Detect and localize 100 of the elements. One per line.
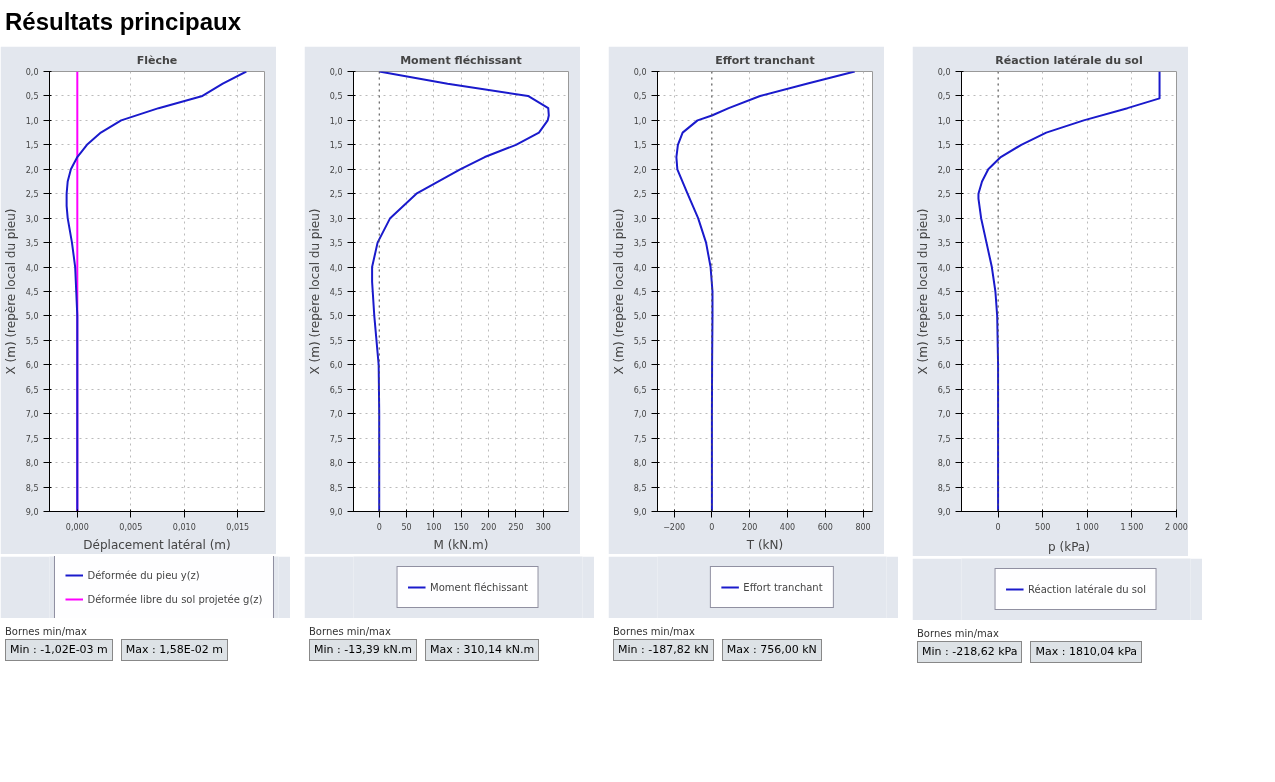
y-tick-label: 3,0 xyxy=(329,214,343,224)
text: Min : -187,82 kN xyxy=(613,639,714,661)
y-tick-label: 4,0 xyxy=(25,263,39,273)
x-tick-label: 1 000 xyxy=(1075,522,1099,532)
y-tick-label: 6,5 xyxy=(937,385,951,395)
x-tick-label: 200 xyxy=(480,522,497,532)
text: Min : -1,02E-03 m xyxy=(5,639,113,661)
y-tick-label: 5,0 xyxy=(633,312,647,322)
y-tick-label: 4,0 xyxy=(937,263,951,273)
x-tick-label: 100 xyxy=(426,522,442,532)
y-tick-label: 2,5 xyxy=(633,190,647,200)
y-tick-label: 7,5 xyxy=(329,434,343,444)
y-tick-label: 2,5 xyxy=(329,190,343,200)
y-tick-label: 1,0 xyxy=(633,116,647,126)
y-tick-label: 8,0 xyxy=(937,459,951,469)
x-tick-label: 600 xyxy=(817,522,833,532)
legend-label: Moment fléchissant xyxy=(430,581,528,593)
y-tick-label: 7,0 xyxy=(329,410,343,420)
y-tick-label: 8,0 xyxy=(25,459,39,469)
y-tick-label: 2,0 xyxy=(937,165,951,175)
y-tick-label: 0,0 xyxy=(937,68,951,77)
text: Max : 1,58E-02 m xyxy=(120,639,228,661)
y-axis-title: X (m) (repère local du pieu) xyxy=(611,208,626,375)
y-tick-label: 0,0 xyxy=(329,68,343,77)
text: Résultats principaux xyxy=(5,7,242,37)
y-tick-label: 1,5 xyxy=(633,141,647,151)
legend-label: Déformée du pieu y(z) xyxy=(87,569,200,581)
text: Max : 1810,04 kPa xyxy=(1030,641,1143,663)
x-tick-label: 0,000 xyxy=(65,522,89,532)
y-tick-label: 8,5 xyxy=(633,483,647,493)
y-tick-label: 7,5 xyxy=(25,434,39,444)
y-tick-label: 7,5 xyxy=(937,434,951,444)
y-tick-label: 4,0 xyxy=(329,263,343,273)
y-tick-label: 8,5 xyxy=(25,483,39,493)
x-axis-title: Déplacement latéral (m) xyxy=(83,537,231,552)
x-tick-label: 500 xyxy=(1035,522,1051,532)
y-tick-label: 7,0 xyxy=(25,410,39,420)
y-tick-label: 2,0 xyxy=(25,165,39,175)
chart-title: Moment fléchissant xyxy=(400,53,522,67)
y-tick-label: 1,5 xyxy=(937,141,951,151)
y-tick-label: 7,0 xyxy=(633,410,647,420)
y-tick-label: 6,0 xyxy=(937,361,951,371)
y-tick-label: 6,0 xyxy=(633,361,647,371)
y-tick-label: 2,0 xyxy=(329,165,343,175)
y-tick-label: 3,5 xyxy=(329,239,343,249)
chart-title: Réaction latérale du sol xyxy=(995,53,1143,67)
y-tick-label: 4,5 xyxy=(329,288,343,297)
y-tick-label: 8,5 xyxy=(937,483,951,493)
y-axis-title: X (m) (repère local du pieu) xyxy=(915,208,930,375)
y-tick-label: 6,5 xyxy=(25,385,39,395)
y-tick-label: 9,0 xyxy=(937,508,951,517)
legend-label: Déformée libre du sol projetée g(z) xyxy=(87,593,263,605)
y-tick-label: 3,0 xyxy=(633,214,647,224)
x-tick-label: 1 500 xyxy=(1120,522,1144,532)
y-tick-label: 4,5 xyxy=(937,288,951,297)
y-tick-label: 5,5 xyxy=(25,336,39,346)
y-tick-label: 3,5 xyxy=(937,239,951,249)
y-tick-label: 0,0 xyxy=(633,68,647,77)
x-tick-label: −200 xyxy=(663,522,686,532)
y-tick-label: 0,5 xyxy=(633,92,647,102)
y-tick-label: 8,0 xyxy=(633,459,647,469)
y-tick-label: 2,5 xyxy=(937,190,951,200)
x-tick-label: 0 xyxy=(376,522,382,532)
x-tick-label: 250 xyxy=(508,522,524,532)
y-axis-title: X (m) (repère local du pieu) xyxy=(307,208,322,375)
y-tick-label: 1,0 xyxy=(937,116,951,126)
text: Bornes min/max xyxy=(309,625,392,639)
y-tick-label: 6,0 xyxy=(25,361,39,371)
y-tick-label: 5,5 xyxy=(329,336,343,346)
y-tick-label: 8,5 xyxy=(329,483,343,493)
y-tick-label: 1,0 xyxy=(329,116,343,126)
x-tick-label: 0,015 xyxy=(226,522,250,532)
y-tick-label: 7,5 xyxy=(633,434,647,444)
y-tick-label: 3,5 xyxy=(25,239,39,249)
y-tick-label: 4,5 xyxy=(633,288,647,297)
y-tick-label: 1,0 xyxy=(25,116,39,126)
y-tick-label: 2,5 xyxy=(25,190,39,200)
y-tick-label: 5,0 xyxy=(937,312,951,322)
y-tick-label: 7,0 xyxy=(937,410,951,420)
y-tick-label: 2,0 xyxy=(633,165,647,175)
x-tick-label: 0 xyxy=(995,522,1001,532)
text: Min : -218,62 kPa xyxy=(917,641,1023,663)
legend-label: Effort tranchant xyxy=(743,581,823,593)
y-tick-label: 4,5 xyxy=(25,288,39,297)
y-tick-label: 1,5 xyxy=(329,141,343,151)
y-tick-label: 5,0 xyxy=(329,312,343,322)
y-tick-label: 9,0 xyxy=(25,508,39,517)
x-tick-label: 0 xyxy=(709,522,715,532)
chart-title: Flèche xyxy=(136,53,178,67)
y-tick-label: 3,0 xyxy=(937,214,951,224)
x-tick-label: 0,010 xyxy=(172,522,196,532)
text: Bornes min/max xyxy=(5,625,88,639)
y-tick-label: 5,0 xyxy=(25,312,39,322)
y-tick-label: 6,5 xyxy=(633,385,647,395)
text: Max : 756,00 kN xyxy=(721,639,822,661)
x-tick-label: 2 000 xyxy=(1165,522,1188,532)
y-tick-label: 0,5 xyxy=(937,92,951,102)
y-axis-title: X (m) (repère local du pieu) xyxy=(3,208,18,375)
y-tick-label: 6,5 xyxy=(329,385,343,395)
y-tick-label: 6,0 xyxy=(329,361,343,371)
